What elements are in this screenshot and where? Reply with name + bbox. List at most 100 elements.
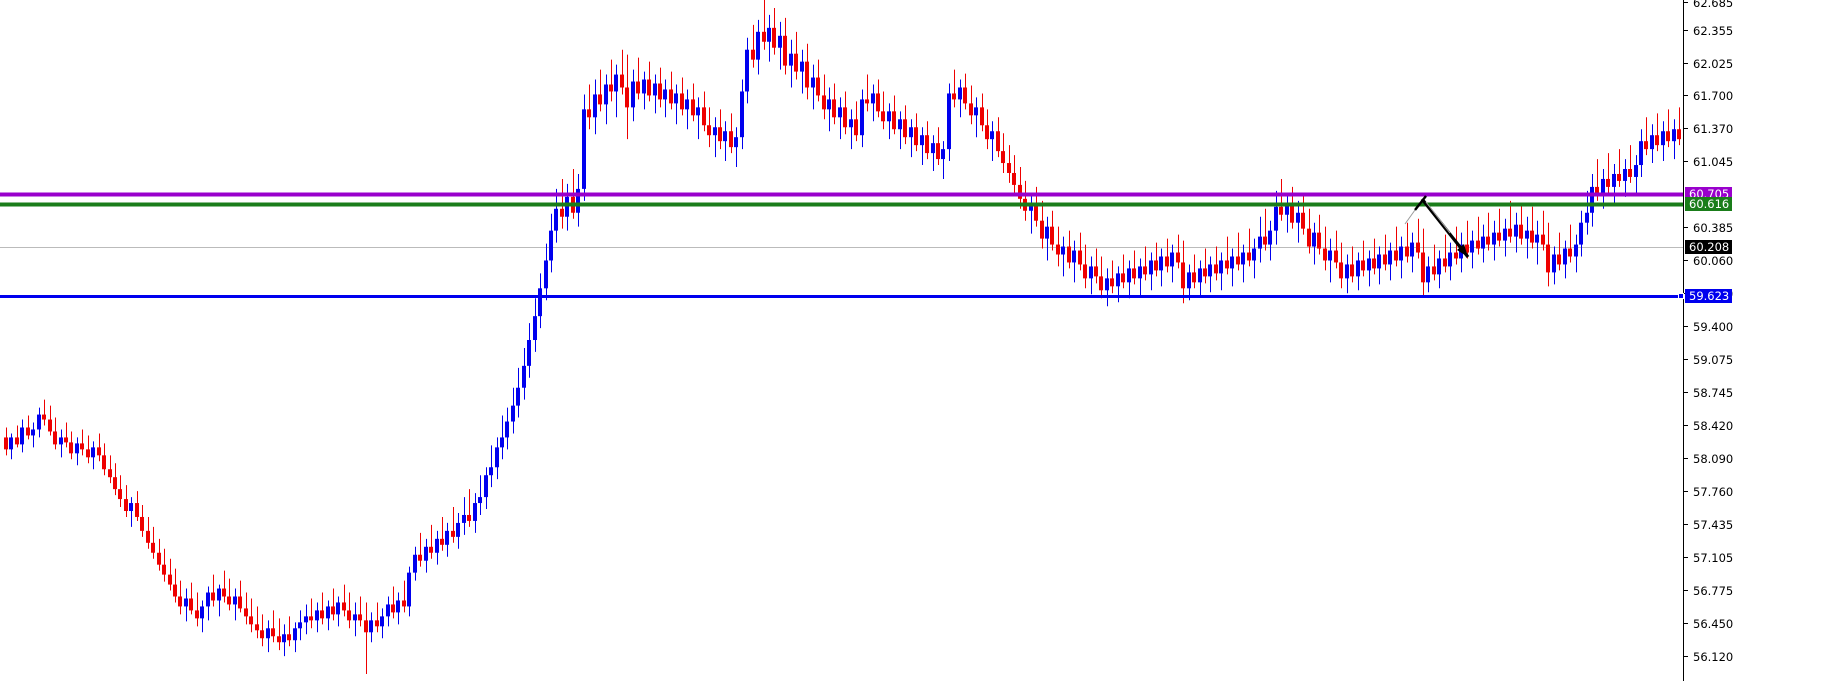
candle[interactable] bbox=[484, 467, 488, 510]
candle[interactable] bbox=[435, 530, 439, 565]
price-axis[interactable]: 62.685 62.355 62.025 61.700 61.370 61.045 60.3… bbox=[1678, 0, 1840, 681]
candle[interactable] bbox=[173, 568, 177, 603]
candle[interactable] bbox=[614, 64, 618, 118]
candle[interactable] bbox=[113, 463, 117, 496]
candle[interactable] bbox=[1110, 260, 1114, 294]
candle[interactable] bbox=[729, 113, 733, 154]
candle[interactable] bbox=[1634, 155, 1638, 193]
candle[interactable] bbox=[189, 582, 193, 615]
candle[interactable] bbox=[244, 592, 248, 625]
candle[interactable] bbox=[533, 298, 537, 352]
candle[interactable] bbox=[1225, 236, 1229, 275]
candle[interactable] bbox=[135, 491, 139, 521]
candle[interactable] bbox=[9, 433, 13, 460]
candle[interactable] bbox=[647, 61, 651, 102]
candle[interactable] bbox=[69, 431, 73, 460]
candle[interactable] bbox=[1448, 242, 1452, 281]
candle[interactable] bbox=[1274, 190, 1278, 245]
candle[interactable] bbox=[1236, 232, 1240, 271]
candle[interactable] bbox=[75, 437, 79, 466]
candle[interactable] bbox=[805, 43, 809, 100]
candle[interactable] bbox=[565, 183, 569, 231]
candle[interactable] bbox=[958, 79, 962, 118]
candle[interactable] bbox=[505, 407, 509, 450]
candle[interactable] bbox=[1339, 242, 1343, 289]
candle[interactable] bbox=[620, 49, 624, 95]
candle[interactable] bbox=[1585, 190, 1589, 235]
candle[interactable] bbox=[1525, 216, 1529, 259]
candle[interactable] bbox=[1361, 240, 1365, 277]
candle[interactable] bbox=[1001, 133, 1005, 173]
candle[interactable] bbox=[1094, 248, 1098, 284]
candle[interactable] bbox=[756, 19, 760, 75]
candle[interactable] bbox=[380, 608, 384, 639]
candle[interactable] bbox=[1214, 246, 1218, 281]
candle[interactable] bbox=[1154, 242, 1158, 277]
candle[interactable] bbox=[653, 74, 657, 114]
candle[interactable] bbox=[1317, 214, 1321, 255]
candle[interactable] bbox=[37, 407, 41, 438]
candle[interactable] bbox=[195, 592, 199, 627]
candle[interactable] bbox=[914, 113, 918, 152]
support-line-blue-price-badge[interactable]: 59.623 bbox=[1685, 289, 1733, 303]
candle[interactable] bbox=[707, 107, 711, 148]
candle[interactable] bbox=[538, 273, 542, 329]
candle[interactable] bbox=[1078, 232, 1082, 271]
candle[interactable] bbox=[1012, 155, 1016, 195]
candle[interactable] bbox=[1530, 206, 1534, 249]
candles-group[interactable] bbox=[4, 0, 1683, 675]
candle[interactable] bbox=[151, 526, 155, 559]
candle[interactable] bbox=[1099, 256, 1103, 299]
candle[interactable] bbox=[478, 475, 482, 515]
candle[interactable] bbox=[865, 74, 869, 112]
candle[interactable] bbox=[1121, 254, 1125, 289]
candle[interactable] bbox=[925, 121, 929, 160]
candle[interactable] bbox=[102, 443, 106, 476]
candle[interactable] bbox=[745, 37, 749, 104]
candle[interactable] bbox=[898, 111, 902, 150]
candle[interactable] bbox=[832, 83, 836, 125]
candle[interactable] bbox=[1590, 173, 1594, 227]
candle[interactable] bbox=[778, 21, 782, 70]
candle[interactable] bbox=[227, 578, 231, 611]
candle[interactable] bbox=[1181, 240, 1185, 304]
candle[interactable] bbox=[511, 387, 515, 434]
candle[interactable] bbox=[740, 79, 744, 150]
candle[interactable] bbox=[931, 135, 935, 171]
candle[interactable] bbox=[1421, 228, 1425, 297]
candle[interactable] bbox=[576, 173, 580, 227]
candle[interactable] bbox=[402, 580, 406, 613]
candle[interactable] bbox=[1666, 109, 1670, 148]
candle[interactable] bbox=[920, 127, 924, 166]
candle[interactable] bbox=[26, 415, 30, 440]
candle[interactable] bbox=[582, 94, 586, 201]
last-price-line-price-badge[interactable]: 60.208 bbox=[1685, 240, 1733, 254]
candle[interactable] bbox=[1356, 252, 1360, 291]
candle[interactable] bbox=[876, 79, 880, 118]
candle[interactable] bbox=[522, 347, 526, 400]
candle[interactable] bbox=[184, 588, 188, 622]
candle[interactable] bbox=[838, 97, 842, 140]
candle[interactable] bbox=[467, 489, 471, 527]
candle[interactable] bbox=[680, 77, 684, 116]
candle[interactable] bbox=[702, 91, 706, 132]
candle[interactable] bbox=[249, 598, 253, 633]
candle[interactable] bbox=[751, 24, 755, 68]
candle[interactable] bbox=[1405, 222, 1409, 263]
candle[interactable] bbox=[91, 441, 95, 470]
candle[interactable] bbox=[811, 64, 815, 110]
candle[interactable] bbox=[315, 602, 319, 633]
candle[interactable] bbox=[516, 367, 520, 418]
candle[interactable] bbox=[691, 83, 695, 122]
candle[interactable] bbox=[1029, 192, 1033, 234]
candle[interactable] bbox=[424, 538, 428, 573]
candle[interactable] bbox=[124, 485, 128, 517]
candle[interactable] bbox=[326, 600, 330, 631]
candle[interactable] bbox=[255, 606, 259, 639]
candle[interactable] bbox=[309, 598, 313, 629]
candle[interactable] bbox=[903, 105, 907, 145]
candle[interactable] bbox=[985, 109, 989, 150]
candle[interactable] bbox=[1045, 216, 1049, 261]
candle[interactable] bbox=[1394, 226, 1398, 267]
candle[interactable] bbox=[767, 14, 771, 62]
